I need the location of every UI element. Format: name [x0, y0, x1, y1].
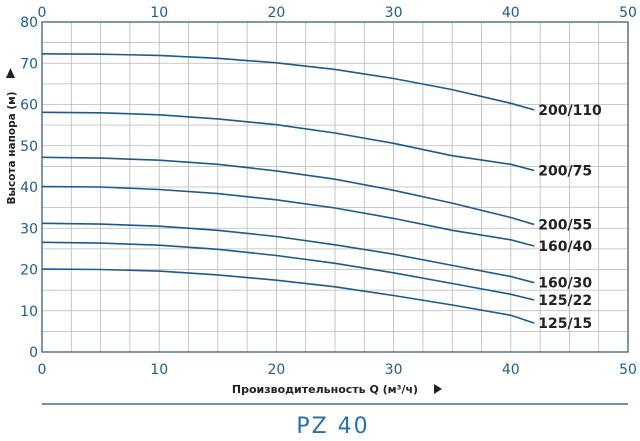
y-tick-label: 40 [20, 180, 38, 196]
x-tick-label: 0 [38, 362, 47, 378]
series-label-160-30: 160/30 [538, 276, 592, 292]
y-tick-label: 10 [20, 304, 38, 320]
x-tick-label-top: 20 [267, 5, 285, 21]
y-tick-label: 20 [20, 263, 38, 279]
x-tick-label: 10 [150, 362, 168, 378]
y-tick-label: 30 [20, 221, 38, 237]
x-axis-label: Производительность Q (м³/ч) [232, 383, 418, 396]
x-tick-label: 30 [385, 362, 403, 378]
y-tick-labels: 0 10 20 30 40 50 60 70 80 [20, 15, 38, 361]
y-tick-label: 60 [20, 98, 38, 114]
y-axis-arrow-icon [6, 68, 15, 78]
y-tick-label: 50 [20, 139, 38, 155]
y-tick-label: 0 [29, 345, 38, 361]
series-label-125-15: 125/15 [538, 316, 592, 332]
series-label-200-75: 200/75 [538, 164, 592, 180]
x-tick-label-top: 40 [502, 5, 520, 21]
series-label-160-40: 160/40 [538, 239, 592, 255]
series-lines [41, 53, 535, 324]
series-line-200-110 [41, 53, 535, 111]
x-tick-label: 50 [619, 362, 637, 378]
grid-lines [42, 22, 628, 352]
series-label-200-55: 200/55 [538, 218, 592, 234]
series-line-200-55 [41, 156, 535, 226]
x-tick-label-top: 0 [38, 5, 47, 21]
x-tick-labels-top: 0 10 20 30 40 50 [38, 5, 637, 21]
x-axis-arrow-icon [434, 384, 442, 394]
series-line-200-75 [41, 111, 535, 172]
series-line-125-22 [41, 241, 535, 301]
chart-title: PZ 40 [296, 414, 369, 439]
y-tick-label: 80 [20, 15, 38, 31]
x-tick-label-top: 30 [385, 5, 403, 21]
series-label-125-22: 125/22 [538, 293, 592, 309]
x-tick-labels-bottom: 0 10 20 30 40 50 [38, 362, 637, 378]
x-tick-label-top: 10 [150, 5, 168, 21]
x-tick-label: 20 [267, 362, 285, 378]
series-label-200-110: 200/110 [538, 103, 602, 119]
series-line-125-15 [41, 268, 535, 324]
x-tick-label-top: 50 [619, 5, 637, 21]
series-line-160-30 [41, 222, 535, 284]
y-tick-label: 70 [20, 56, 38, 72]
y-axis-label: Высота напора (м) [6, 91, 18, 204]
series-line-160-40 [41, 185, 535, 247]
x-tick-label: 40 [502, 362, 520, 378]
